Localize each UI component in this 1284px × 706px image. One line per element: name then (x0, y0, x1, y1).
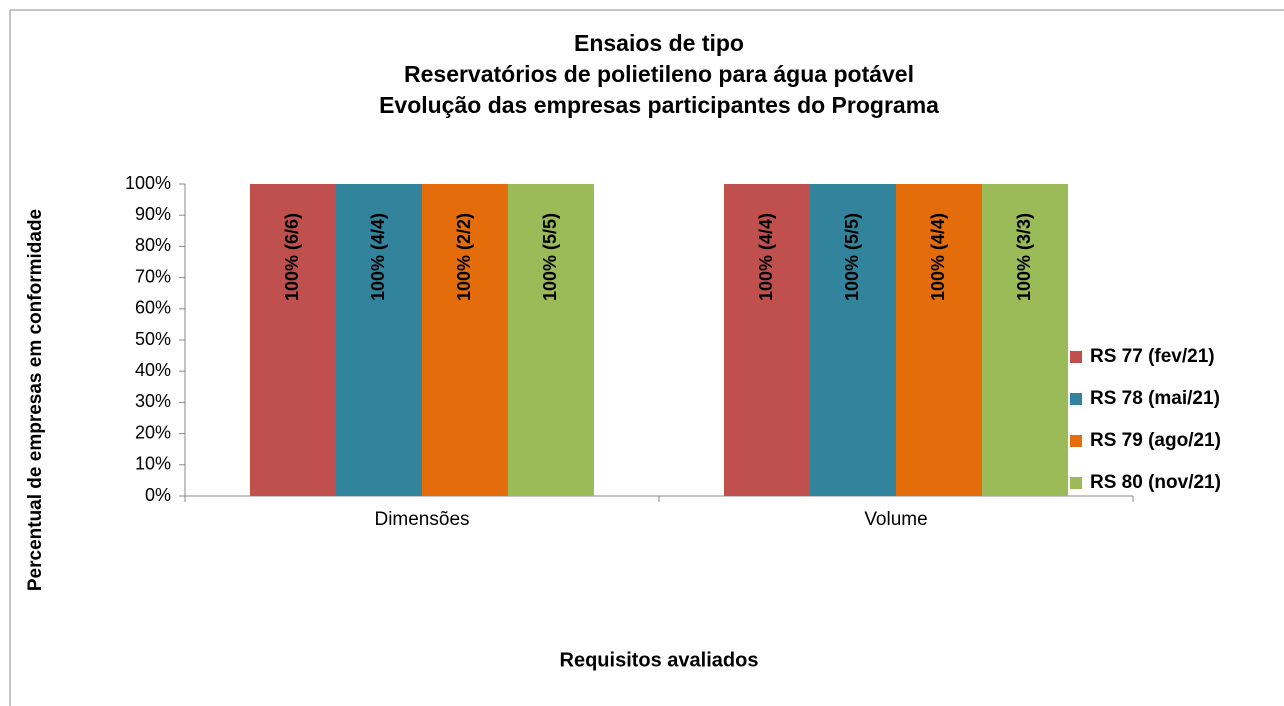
bar (250, 184, 336, 496)
y-tick-label: 60% (135, 298, 171, 318)
bar (810, 184, 896, 496)
legend-swatch (1070, 351, 1082, 363)
data-label: 100% (4/4) (756, 213, 776, 301)
y-tick-label: 0% (145, 485, 171, 505)
legend-label: RS 78 (mai/21) (1090, 388, 1220, 409)
bar (896, 184, 982, 496)
legend-swatch (1070, 477, 1082, 489)
data-label: 100% (3/3) (1014, 213, 1034, 301)
y-tick-label: 40% (135, 360, 171, 380)
y-axis-label: Percentual de empresas em conformidade (25, 209, 46, 591)
y-tick-label: 80% (135, 235, 171, 255)
y-tick-label: 50% (135, 329, 171, 349)
y-tick-label: 90% (135, 204, 171, 224)
legend-swatch (1070, 393, 1082, 405)
x-tick-label: Dimensões (374, 509, 469, 530)
legend-swatch (1070, 435, 1082, 447)
x-tick-label: Volume (864, 509, 927, 530)
y-tick-label: 100% (125, 173, 171, 193)
bar (508, 184, 594, 496)
bar (724, 184, 810, 496)
data-label: 100% (5/5) (540, 213, 560, 301)
data-label: 100% (6/6) (282, 213, 302, 301)
y-tick-label: 30% (135, 391, 171, 411)
legend-label: RS 79 (ago/21) (1090, 430, 1221, 451)
data-label: 100% (4/4) (928, 213, 948, 301)
y-tick-label: 70% (135, 266, 171, 286)
bar (336, 184, 422, 496)
chart-title: Ensaios de tipo (574, 30, 744, 56)
bar (982, 184, 1068, 496)
data-label: 100% (5/5) (842, 213, 862, 301)
chart-title: Reservatórios de polietileno para água p… (404, 61, 914, 87)
bar (422, 184, 508, 496)
data-label: 100% (4/4) (368, 213, 388, 301)
x-axis-label: Requisitos avaliados (560, 649, 759, 671)
chart-title: Evolução das empresas participantes do P… (379, 92, 939, 118)
legend-label: RS 77 (fev/21) (1090, 346, 1215, 367)
y-tick-label: 10% (135, 454, 171, 474)
data-label: 100% (2/2) (454, 213, 474, 301)
legend-label: RS 80 (nov/21) (1090, 472, 1221, 493)
y-tick-label: 20% (135, 422, 171, 442)
